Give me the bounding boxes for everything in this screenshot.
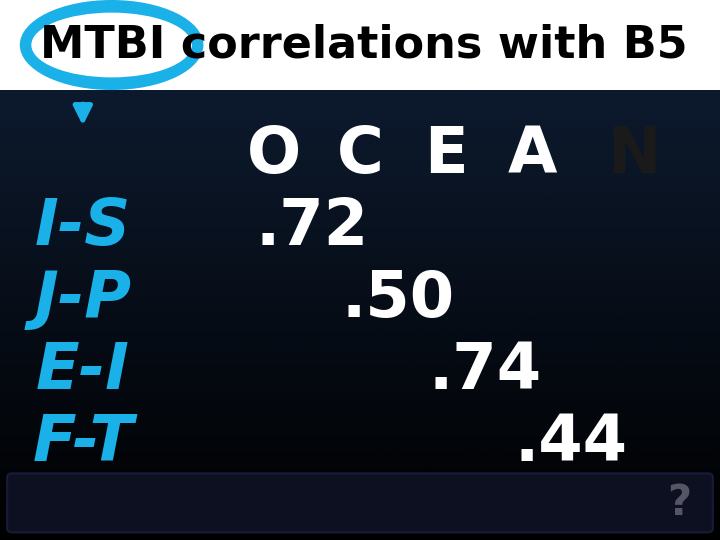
FancyBboxPatch shape	[7, 474, 713, 532]
Text: N: N	[607, 124, 660, 186]
Text: .74: .74	[428, 340, 541, 402]
Text: E-I: E-I	[36, 340, 130, 402]
Text: I-S: I-S	[35, 196, 131, 258]
Text: MTBI correlations with B5: MTBI correlations with B5	[40, 24, 688, 66]
Text: J-P: J-P	[35, 268, 131, 330]
Text: .72: .72	[256, 196, 369, 258]
Text: .44: .44	[515, 412, 628, 474]
Text: A: A	[508, 124, 557, 186]
Text: ?: ?	[667, 482, 692, 524]
Text: E: E	[425, 124, 468, 186]
Ellipse shape	[31, 12, 192, 77]
Text: C: C	[336, 124, 384, 186]
Text: O: O	[246, 124, 301, 186]
Ellipse shape	[19, 0, 203, 90]
Text: .50: .50	[342, 268, 455, 330]
Text: F-T: F-T	[32, 412, 133, 474]
